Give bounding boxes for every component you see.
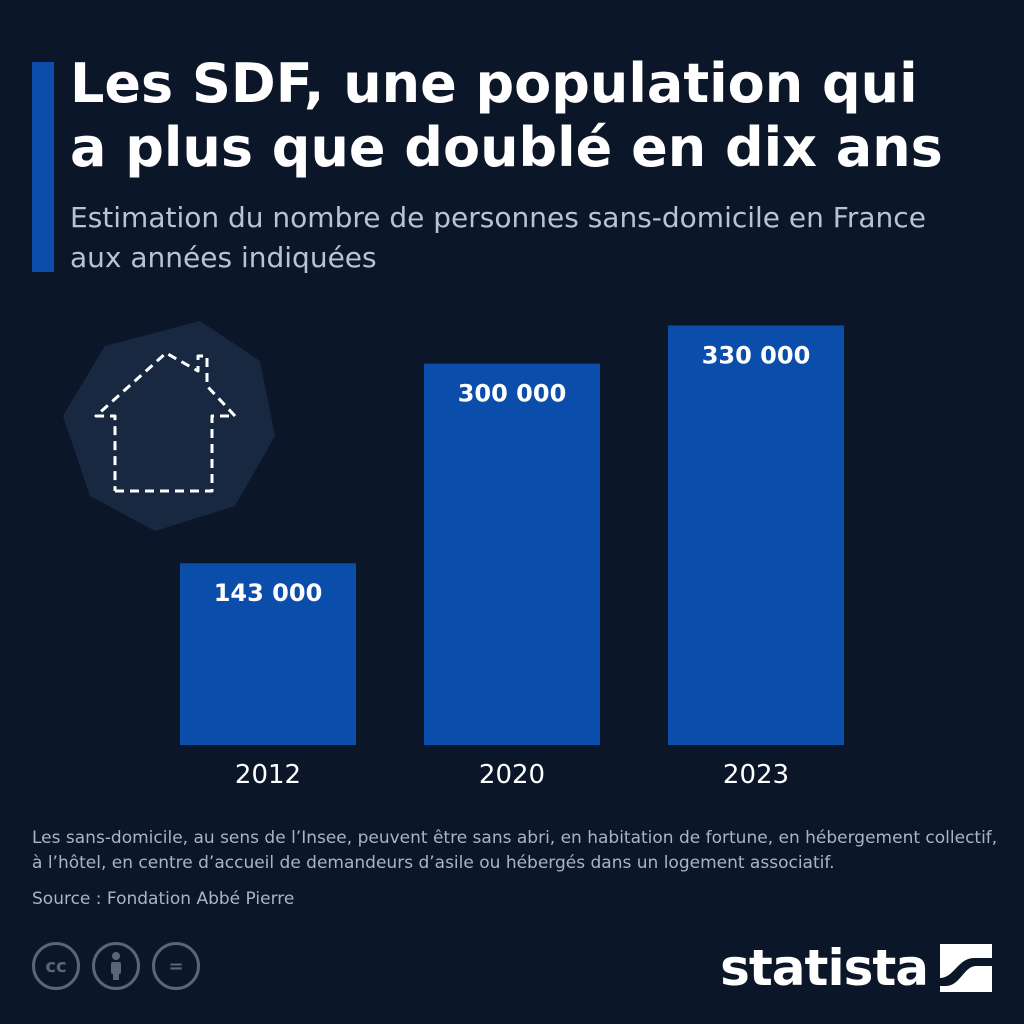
bar-value-label: 300 000	[458, 380, 567, 408]
source-label: Source : Fondation Abbé Pierre	[32, 889, 295, 909]
house-badge-icon	[63, 321, 275, 531]
bar-2020	[424, 363, 600, 745]
brand-name: statista	[720, 939, 929, 997]
bar-2012	[180, 563, 356, 745]
bar-2023	[668, 325, 844, 745]
bar-value-label: 143 000	[214, 579, 323, 607]
brand-logo[interactable]: statista	[720, 938, 992, 998]
x-tick-label: 2023	[723, 760, 789, 790]
chart-title: Les SDF, une population qui a plus que d…	[70, 52, 943, 179]
creative-commons-icon-text: cc	[45, 955, 67, 977]
x-tick-label: 2012	[235, 760, 301, 790]
chart-subtitle: Estimation du nombre de personnes sans-d…	[70, 201, 926, 274]
no-derivatives-icon[interactable]: =	[152, 942, 200, 990]
title-accent-bar	[32, 62, 54, 272]
attribution-icon[interactable]	[92, 942, 140, 990]
footnote: Les sans-domicile, au sens de l’Insee, p…	[32, 828, 998, 873]
bar-chart: 143 000 2012 300 000 2020 330 000 2023	[180, 325, 844, 790]
house-outline-icon	[94, 351, 237, 493]
bar-value-label: 330 000	[702, 341, 811, 369]
no-derivatives-icon-text: =	[168, 955, 184, 977]
creative-commons-icon[interactable]: cc	[32, 942, 80, 990]
license-icons: cc =	[32, 942, 200, 996]
statista-logo-icon	[940, 944, 992, 992]
person-icon	[111, 952, 121, 980]
x-tick-label: 2020	[479, 760, 545, 790]
